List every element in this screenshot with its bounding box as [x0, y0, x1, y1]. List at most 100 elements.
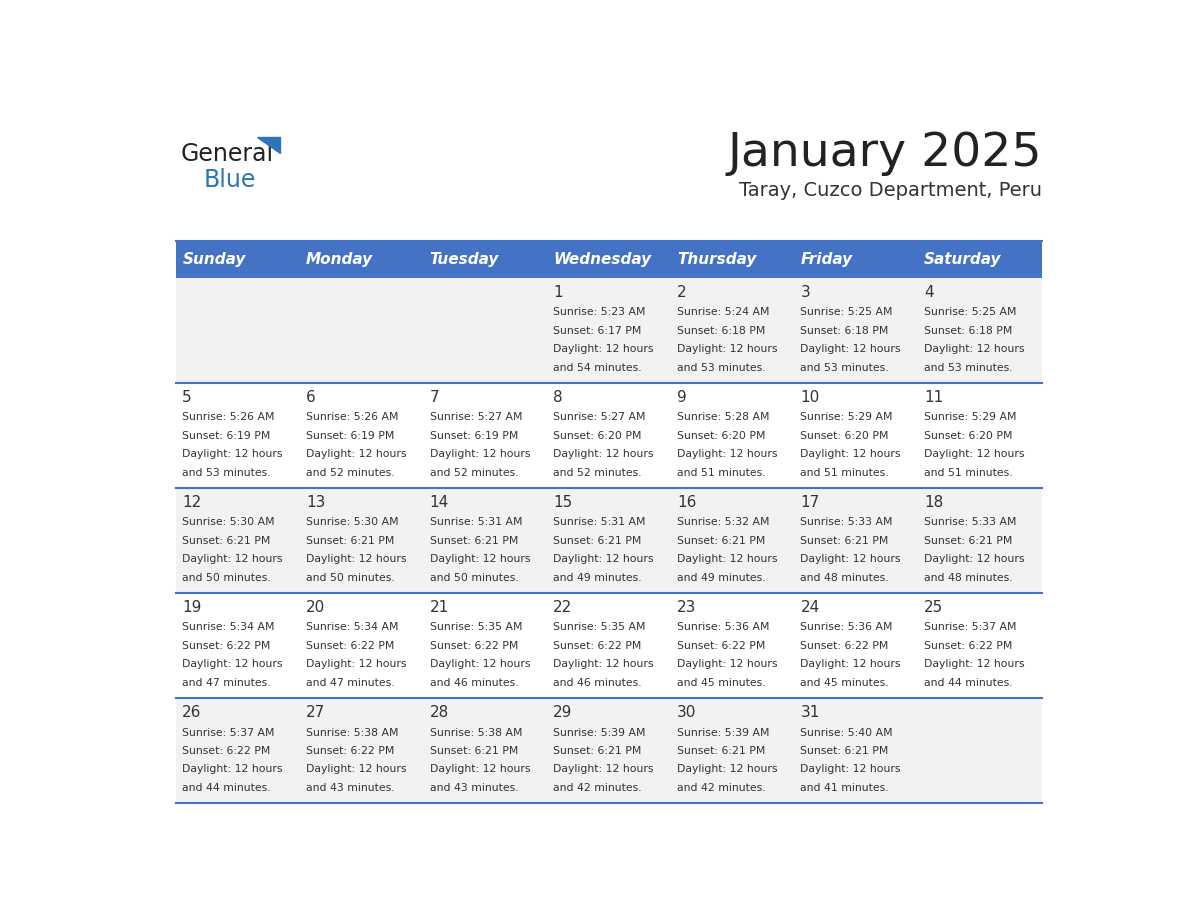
Text: and 51 minutes.: and 51 minutes. [801, 467, 889, 477]
Text: Sunrise: 5:30 AM: Sunrise: 5:30 AM [307, 518, 398, 528]
Text: and 43 minutes.: and 43 minutes. [307, 783, 394, 792]
Text: Sunrise: 5:38 AM: Sunrise: 5:38 AM [430, 728, 522, 737]
Text: Sunset: 6:22 PM: Sunset: 6:22 PM [554, 641, 642, 651]
FancyBboxPatch shape [176, 698, 1042, 803]
Text: 1: 1 [554, 285, 563, 300]
Text: and 51 minutes.: and 51 minutes. [924, 467, 1012, 477]
Text: Sunrise: 5:35 AM: Sunrise: 5:35 AM [430, 622, 522, 633]
Text: 24: 24 [801, 599, 820, 615]
Text: and 42 minutes.: and 42 minutes. [554, 783, 642, 792]
Text: Daylight: 12 hours: Daylight: 12 hours [182, 765, 283, 774]
Text: Sunrise: 5:33 AM: Sunrise: 5:33 AM [924, 518, 1017, 528]
Text: Daylight: 12 hours: Daylight: 12 hours [924, 554, 1024, 565]
Text: Sunrise: 5:39 AM: Sunrise: 5:39 AM [677, 728, 770, 737]
Text: and 54 minutes.: and 54 minutes. [554, 363, 642, 373]
Text: Daylight: 12 hours: Daylight: 12 hours [924, 344, 1024, 354]
Text: and 50 minutes.: and 50 minutes. [307, 573, 394, 583]
Text: Sunset: 6:17 PM: Sunset: 6:17 PM [554, 326, 642, 336]
Text: Daylight: 12 hours: Daylight: 12 hours [801, 554, 901, 565]
Text: 16: 16 [677, 495, 696, 509]
Text: 5: 5 [182, 390, 192, 405]
Text: Daylight: 12 hours: Daylight: 12 hours [307, 659, 406, 669]
Text: Sunset: 6:19 PM: Sunset: 6:19 PM [430, 431, 518, 441]
Text: Sunrise: 5:36 AM: Sunrise: 5:36 AM [677, 622, 770, 633]
Text: 18: 18 [924, 495, 943, 509]
Text: Sunset: 6:22 PM: Sunset: 6:22 PM [677, 641, 765, 651]
Text: Daylight: 12 hours: Daylight: 12 hours [430, 449, 530, 459]
Text: Sunrise: 5:29 AM: Sunrise: 5:29 AM [924, 412, 1017, 422]
Text: 4: 4 [924, 285, 934, 300]
Text: 20: 20 [307, 599, 326, 615]
Text: 28: 28 [430, 705, 449, 720]
FancyBboxPatch shape [671, 241, 795, 277]
Text: 29: 29 [554, 705, 573, 720]
Text: and 47 minutes.: and 47 minutes. [182, 677, 271, 688]
Text: Daylight: 12 hours: Daylight: 12 hours [801, 659, 901, 669]
Text: Sunset: 6:21 PM: Sunset: 6:21 PM [554, 746, 642, 756]
Text: Blue: Blue [204, 168, 257, 192]
Text: Sunset: 6:18 PM: Sunset: 6:18 PM [801, 326, 889, 336]
Text: Sunrise: 5:39 AM: Sunrise: 5:39 AM [554, 728, 646, 737]
Text: and 52 minutes.: and 52 minutes. [554, 467, 642, 477]
Text: Sunrise: 5:37 AM: Sunrise: 5:37 AM [924, 622, 1017, 633]
Text: and 48 minutes.: and 48 minutes. [801, 573, 889, 583]
Text: Sunrise: 5:33 AM: Sunrise: 5:33 AM [801, 518, 893, 528]
Text: Daylight: 12 hours: Daylight: 12 hours [554, 765, 653, 774]
Text: Daylight: 12 hours: Daylight: 12 hours [554, 659, 653, 669]
Text: Sunrise: 5:25 AM: Sunrise: 5:25 AM [924, 308, 1017, 318]
Text: 14: 14 [430, 495, 449, 509]
Text: Sunset: 6:21 PM: Sunset: 6:21 PM [801, 536, 889, 546]
Text: Daylight: 12 hours: Daylight: 12 hours [554, 449, 653, 459]
Text: 11: 11 [924, 390, 943, 405]
Text: 9: 9 [677, 390, 687, 405]
Text: and 53 minutes.: and 53 minutes. [924, 363, 1012, 373]
Text: Sunrise: 5:37 AM: Sunrise: 5:37 AM [182, 728, 274, 737]
Text: Daylight: 12 hours: Daylight: 12 hours [801, 344, 901, 354]
Text: Daylight: 12 hours: Daylight: 12 hours [182, 554, 283, 565]
Text: Sunrise: 5:32 AM: Sunrise: 5:32 AM [677, 518, 770, 528]
Text: Sunrise: 5:28 AM: Sunrise: 5:28 AM [677, 412, 770, 422]
Text: Daylight: 12 hours: Daylight: 12 hours [430, 765, 530, 774]
Text: and 44 minutes.: and 44 minutes. [924, 677, 1012, 688]
Text: Sunset: 6:21 PM: Sunset: 6:21 PM [677, 536, 765, 546]
Polygon shape [257, 137, 280, 152]
Text: Sunset: 6:20 PM: Sunset: 6:20 PM [924, 431, 1012, 441]
Text: and 42 minutes.: and 42 minutes. [677, 783, 765, 792]
Text: 25: 25 [924, 599, 943, 615]
Text: Daylight: 12 hours: Daylight: 12 hours [801, 449, 901, 459]
FancyBboxPatch shape [546, 241, 671, 277]
Text: Sunset: 6:22 PM: Sunset: 6:22 PM [430, 641, 518, 651]
Text: Sunrise: 5:26 AM: Sunrise: 5:26 AM [182, 412, 274, 422]
Text: 15: 15 [554, 495, 573, 509]
Text: Sunrise: 5:31 AM: Sunrise: 5:31 AM [554, 518, 646, 528]
Text: and 53 minutes.: and 53 minutes. [677, 363, 765, 373]
Text: and 43 minutes.: and 43 minutes. [430, 783, 518, 792]
Text: Daylight: 12 hours: Daylight: 12 hours [801, 765, 901, 774]
Text: and 41 minutes.: and 41 minutes. [801, 783, 889, 792]
Text: 2: 2 [677, 285, 687, 300]
Text: Daylight: 12 hours: Daylight: 12 hours [182, 659, 283, 669]
Text: Sunset: 6:22 PM: Sunset: 6:22 PM [182, 746, 271, 756]
Text: and 46 minutes.: and 46 minutes. [554, 677, 642, 688]
Text: Sunset: 6:21 PM: Sunset: 6:21 PM [430, 746, 518, 756]
Text: 12: 12 [182, 495, 202, 509]
Text: Sunset: 6:20 PM: Sunset: 6:20 PM [677, 431, 765, 441]
FancyBboxPatch shape [918, 241, 1042, 277]
Text: Sunrise: 5:29 AM: Sunrise: 5:29 AM [801, 412, 893, 422]
Text: Sunrise: 5:34 AM: Sunrise: 5:34 AM [307, 622, 398, 633]
Text: 30: 30 [677, 705, 696, 720]
Text: 10: 10 [801, 390, 820, 405]
FancyBboxPatch shape [176, 383, 1042, 487]
Text: Daylight: 12 hours: Daylight: 12 hours [307, 765, 406, 774]
Text: Daylight: 12 hours: Daylight: 12 hours [677, 554, 777, 565]
Text: Sunset: 6:22 PM: Sunset: 6:22 PM [924, 641, 1012, 651]
FancyBboxPatch shape [176, 593, 1042, 698]
Text: 21: 21 [430, 599, 449, 615]
Text: Sunset: 6:22 PM: Sunset: 6:22 PM [801, 641, 889, 651]
FancyBboxPatch shape [176, 277, 1042, 383]
Text: Sunrise: 5:27 AM: Sunrise: 5:27 AM [554, 412, 646, 422]
Text: Daylight: 12 hours: Daylight: 12 hours [677, 344, 777, 354]
Text: 8: 8 [554, 390, 563, 405]
Text: and 45 minutes.: and 45 minutes. [677, 677, 765, 688]
Text: Daylight: 12 hours: Daylight: 12 hours [677, 449, 777, 459]
